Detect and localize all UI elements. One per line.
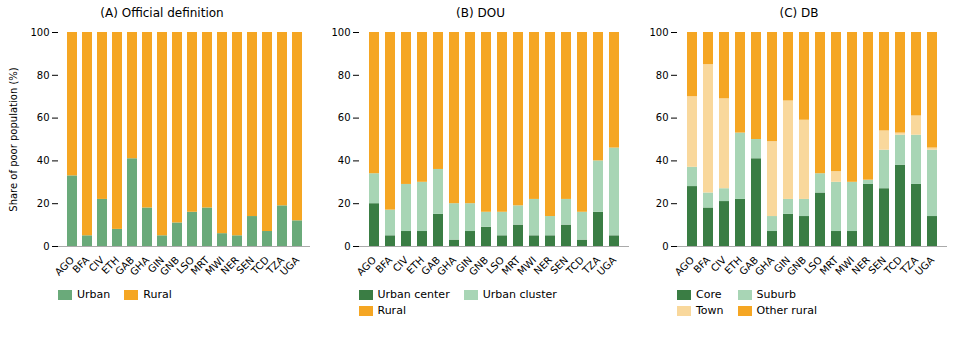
svg-text:ETH: ETH [403,254,426,277]
html-text:Urban cluster: Urban cluster [482,288,557,301]
svg-text:GIN: GIN [145,254,167,275]
svg-text:MWI: MWI [514,254,538,278]
svg-text:GNB: GNB [157,254,182,278]
svg-text:CIV: CIV [390,254,410,274]
svg-text:NER: NER [531,254,554,277]
html-text:Urban center: Urban center [377,288,450,301]
html-text:(A) Official definition: (A) Official definition [100,6,224,20]
svg-text:GHA: GHA [752,254,777,278]
svg-text:0: 0 [344,241,350,252]
svg-text:GAB: GAB [418,254,442,278]
svg-text:60: 60 [37,112,50,123]
svg-text:60: 60 [337,112,350,123]
svg-text:CIV: CIV [86,254,107,274]
svg-text:LSO: LSO [483,254,506,276]
svg-text:80: 80 [337,70,350,81]
svg-text:GNB: GNB [784,254,809,278]
svg-text:0: 0 [43,241,49,252]
html-text:Town: Town [696,304,724,317]
svg-text:UGA: UGA [278,254,301,277]
svg-text:60: 60 [656,112,669,123]
svg-text:MWI: MWI [203,254,227,278]
svg-text:0: 0 [662,241,668,252]
svg-text:AGO: AGO [672,254,697,278]
html-text:Urban: Urban [77,288,111,301]
html-text:(C) DB: (C) DB [779,6,819,20]
svg-text:MWI: MWI [833,254,857,278]
svg-text:UGA: UGA [913,254,936,277]
svg-text:SEN: SEN [547,254,570,277]
svg-text:LSO: LSO [802,254,825,276]
svg-text:40: 40 [337,155,350,166]
svg-text:AGO: AGO [354,254,378,278]
svg-text:40: 40 [656,155,669,166]
svg-text:GAB: GAB [737,254,761,278]
svg-text:BFA: BFA [372,254,394,276]
svg-text:100: 100 [649,27,668,38]
svg-text:NER: NER [849,254,873,277]
svg-text:ETH: ETH [722,254,745,277]
svg-text:NER: NER [218,254,242,277]
svg-text:MRT: MRT [817,254,841,277]
svg-text:TCD: TCD [882,254,905,277]
svg-text:GAB: GAB [113,254,137,278]
svg-text:TCD: TCD [563,254,586,277]
svg-text:MRT: MRT [188,254,212,277]
svg-text:GIN: GIN [771,254,793,275]
svg-text:80: 80 [37,70,50,81]
svg-text:SEN: SEN [866,254,889,277]
html-text:Other rural: Other rural [756,304,818,317]
html-text:Core: Core [696,288,722,301]
html-text:(B) DOU: (B) DOU [456,6,505,20]
svg-text:100: 100 [30,27,49,38]
svg-text:CIV: CIV [708,254,729,274]
svg-text:MRT: MRT [499,254,522,277]
svg-text:BFA: BFA [691,254,713,276]
html-text:Suburb: Suburb [756,288,796,301]
html-text:Rural: Rural [143,288,172,301]
svg-text:100: 100 [331,27,350,38]
svg-text:20: 20 [37,198,50,209]
svg-text:BFA: BFA [70,254,92,276]
svg-text:80: 80 [656,70,669,81]
svg-text:AGO: AGO [52,254,77,278]
svg-text:TZA: TZA [898,254,921,276]
svg-text:ETH: ETH [99,254,122,277]
svg-text:GIN: GIN [453,254,474,275]
svg-text:GNB: GNB [466,254,490,278]
svg-text:GHA: GHA [434,254,458,278]
svg-text:20: 20 [337,198,350,209]
svg-text:GHA: GHA [127,254,152,278]
svg-text:SEN: SEN [234,254,257,277]
svg-text:Share of poor population (%): Share of poor population (%) [8,67,19,212]
svg-text:LSO: LSO [174,254,197,276]
svg-text:UGA: UGA [594,254,617,277]
svg-text:20: 20 [656,198,669,209]
svg-text:TCD: TCD [249,254,272,277]
svg-text:TZA: TZA [264,254,287,276]
svg-text:TZA: TZA [579,254,602,276]
html-text:Rural: Rural [377,304,406,317]
svg-text:40: 40 [37,155,50,166]
